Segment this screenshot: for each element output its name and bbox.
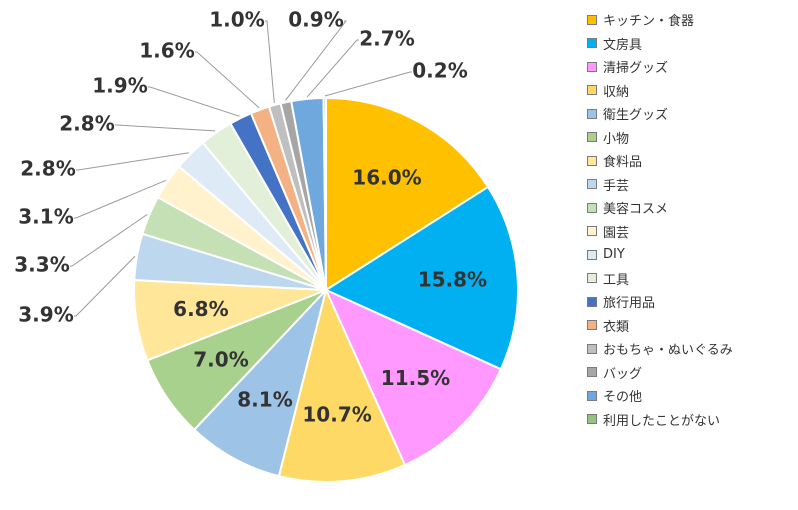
legend-swatch-1 — [587, 38, 597, 49]
legend-item-17: 利用したことがない — [587, 408, 797, 432]
legend-swatch-7 — [587, 179, 597, 190]
legend-label-15: バッグ — [603, 366, 643, 382]
leader-line-9 — [74, 179, 167, 219]
legend-label-1: 文房具 — [603, 37, 643, 53]
pie-slice-1 — [323, 185, 519, 371]
legend-swatch-10 — [587, 249, 597, 260]
legend-item-1: 文房具 — [587, 32, 797, 56]
legend-label-7: 手芸 — [603, 178, 630, 194]
pie-slice-0 — [325, 96, 490, 292]
data-label-7: 3.9% — [18, 303, 73, 327]
legend-label-8: 美容コスメ — [603, 202, 669, 218]
legend-label-3: 収納 — [603, 84, 630, 100]
leader-line-10 — [76, 152, 189, 171]
legend-label-13: 衣類 — [603, 319, 630, 335]
data-label-4: 8.1% — [237, 388, 292, 412]
legend-label-16: その他 — [603, 390, 643, 406]
data-label-5: 7.0% — [193, 348, 248, 372]
pie-slice-2 — [323, 287, 503, 467]
legend-item-4: 衛生グッズ — [587, 102, 797, 126]
legend: キッチン・食器 文房具清掃グッズ収納衛生グッズ小物食料品手芸美容コスメ園芸 DIY 工… — [587, 8, 797, 431]
legend-item-2: 清掃グッズ — [587, 55, 797, 79]
legend-label-14: おもちゃ・ぬいぐるみ — [603, 343, 733, 359]
legend-label-17: 利用したことがない — [603, 413, 721, 429]
leader-line-14 — [265, 20, 275, 104]
legend-item-15: バッグ — [587, 361, 797, 385]
legend-swatch-17 — [587, 414, 597, 425]
leader-line-13 — [195, 51, 260, 109]
data-label-8: 3.3% — [14, 253, 69, 277]
leader-line-15 — [285, 20, 348, 101]
legend-label-11: 工具 — [603, 272, 630, 288]
data-label-13: 1.6% — [139, 39, 194, 63]
legend-item-7: 手芸 — [587, 173, 797, 197]
legend-item-16: その他 — [587, 384, 797, 408]
data-label-15: 0.9% — [288, 8, 343, 32]
legend-label-4: 衛生グッズ — [603, 108, 669, 124]
legend-label-0: キッチン・食器 — [603, 14, 695, 30]
legend-item-0: キッチン・食器 — [587, 8, 797, 32]
data-label-6: 6.8% — [173, 297, 228, 321]
legend-swatch-16 — [587, 390, 597, 401]
legend-swatch-12 — [587, 296, 597, 307]
legend-item-3: 収納 — [587, 79, 797, 103]
data-label-10: 2.8% — [20, 157, 75, 181]
legend-item-5: 小物 — [587, 126, 797, 150]
data-label-9: 3.1% — [18, 205, 73, 229]
legend-swatch-6 — [587, 155, 597, 166]
legend-item-9: 園芸 — [587, 220, 797, 244]
pie-slice-17 — [322, 96, 327, 291]
legend-swatch-4 — [587, 108, 597, 119]
data-label-3: 10.7% — [302, 403, 371, 427]
leader-line-11 — [115, 124, 216, 132]
legend-item-11: 工具 — [587, 267, 797, 291]
data-label-1: 15.8% — [418, 268, 487, 292]
legend-label-5: 小物 — [603, 131, 630, 147]
data-label-11: 2.8% — [59, 112, 114, 136]
legend-label-9: 園芸 — [603, 225, 630, 241]
data-label-14: 1.0% — [209, 8, 264, 32]
pie-slice-3 — [277, 286, 407, 483]
data-label-12: 1.9% — [92, 74, 147, 98]
legend-item-13: 衣類 — [587, 314, 797, 338]
legend-swatch-14 — [587, 343, 597, 354]
legend-label-6: 食料品 — [603, 155, 643, 171]
legend-swatch-2 — [587, 61, 597, 72]
legend-swatch-5 — [587, 132, 597, 143]
leader-line-17 — [324, 71, 412, 97]
leader-line-7 — [74, 256, 136, 317]
legend-swatch-0 — [587, 14, 597, 25]
legend-swatch-15 — [587, 367, 597, 378]
leader-line-16 — [306, 39, 359, 98]
data-label-16: 2.7% — [359, 27, 414, 51]
legend-swatch-13 — [587, 320, 597, 331]
leader-line-12 — [148, 86, 240, 117]
legend-label-12: 旅行用品 — [603, 296, 656, 312]
legend-swatch-9 — [587, 226, 597, 237]
legend-item-6: 食料品 — [587, 149, 797, 173]
legend-item-12: 旅行用品 — [587, 290, 797, 314]
legend-item-14: おもちゃ・ぬいぐるみ — [587, 337, 797, 361]
legend-swatch-3 — [587, 85, 597, 96]
data-label-17: 0.2% — [412, 59, 467, 83]
legend-item-10: DIY — [587, 243, 797, 267]
legend-label-2: 清掃グッズ — [603, 61, 669, 77]
legend-label-10: DIY — [603, 247, 625, 263]
data-label-0: 16.0% — [352, 165, 421, 189]
legend-swatch-8 — [587, 202, 597, 213]
leader-line-8 — [70, 213, 148, 267]
legend-item-8: 美容コスメ — [587, 196, 797, 220]
legend-swatch-11 — [587, 273, 597, 284]
pie-slice-4 — [192, 286, 328, 478]
data-label-2: 11.5% — [381, 366, 450, 390]
